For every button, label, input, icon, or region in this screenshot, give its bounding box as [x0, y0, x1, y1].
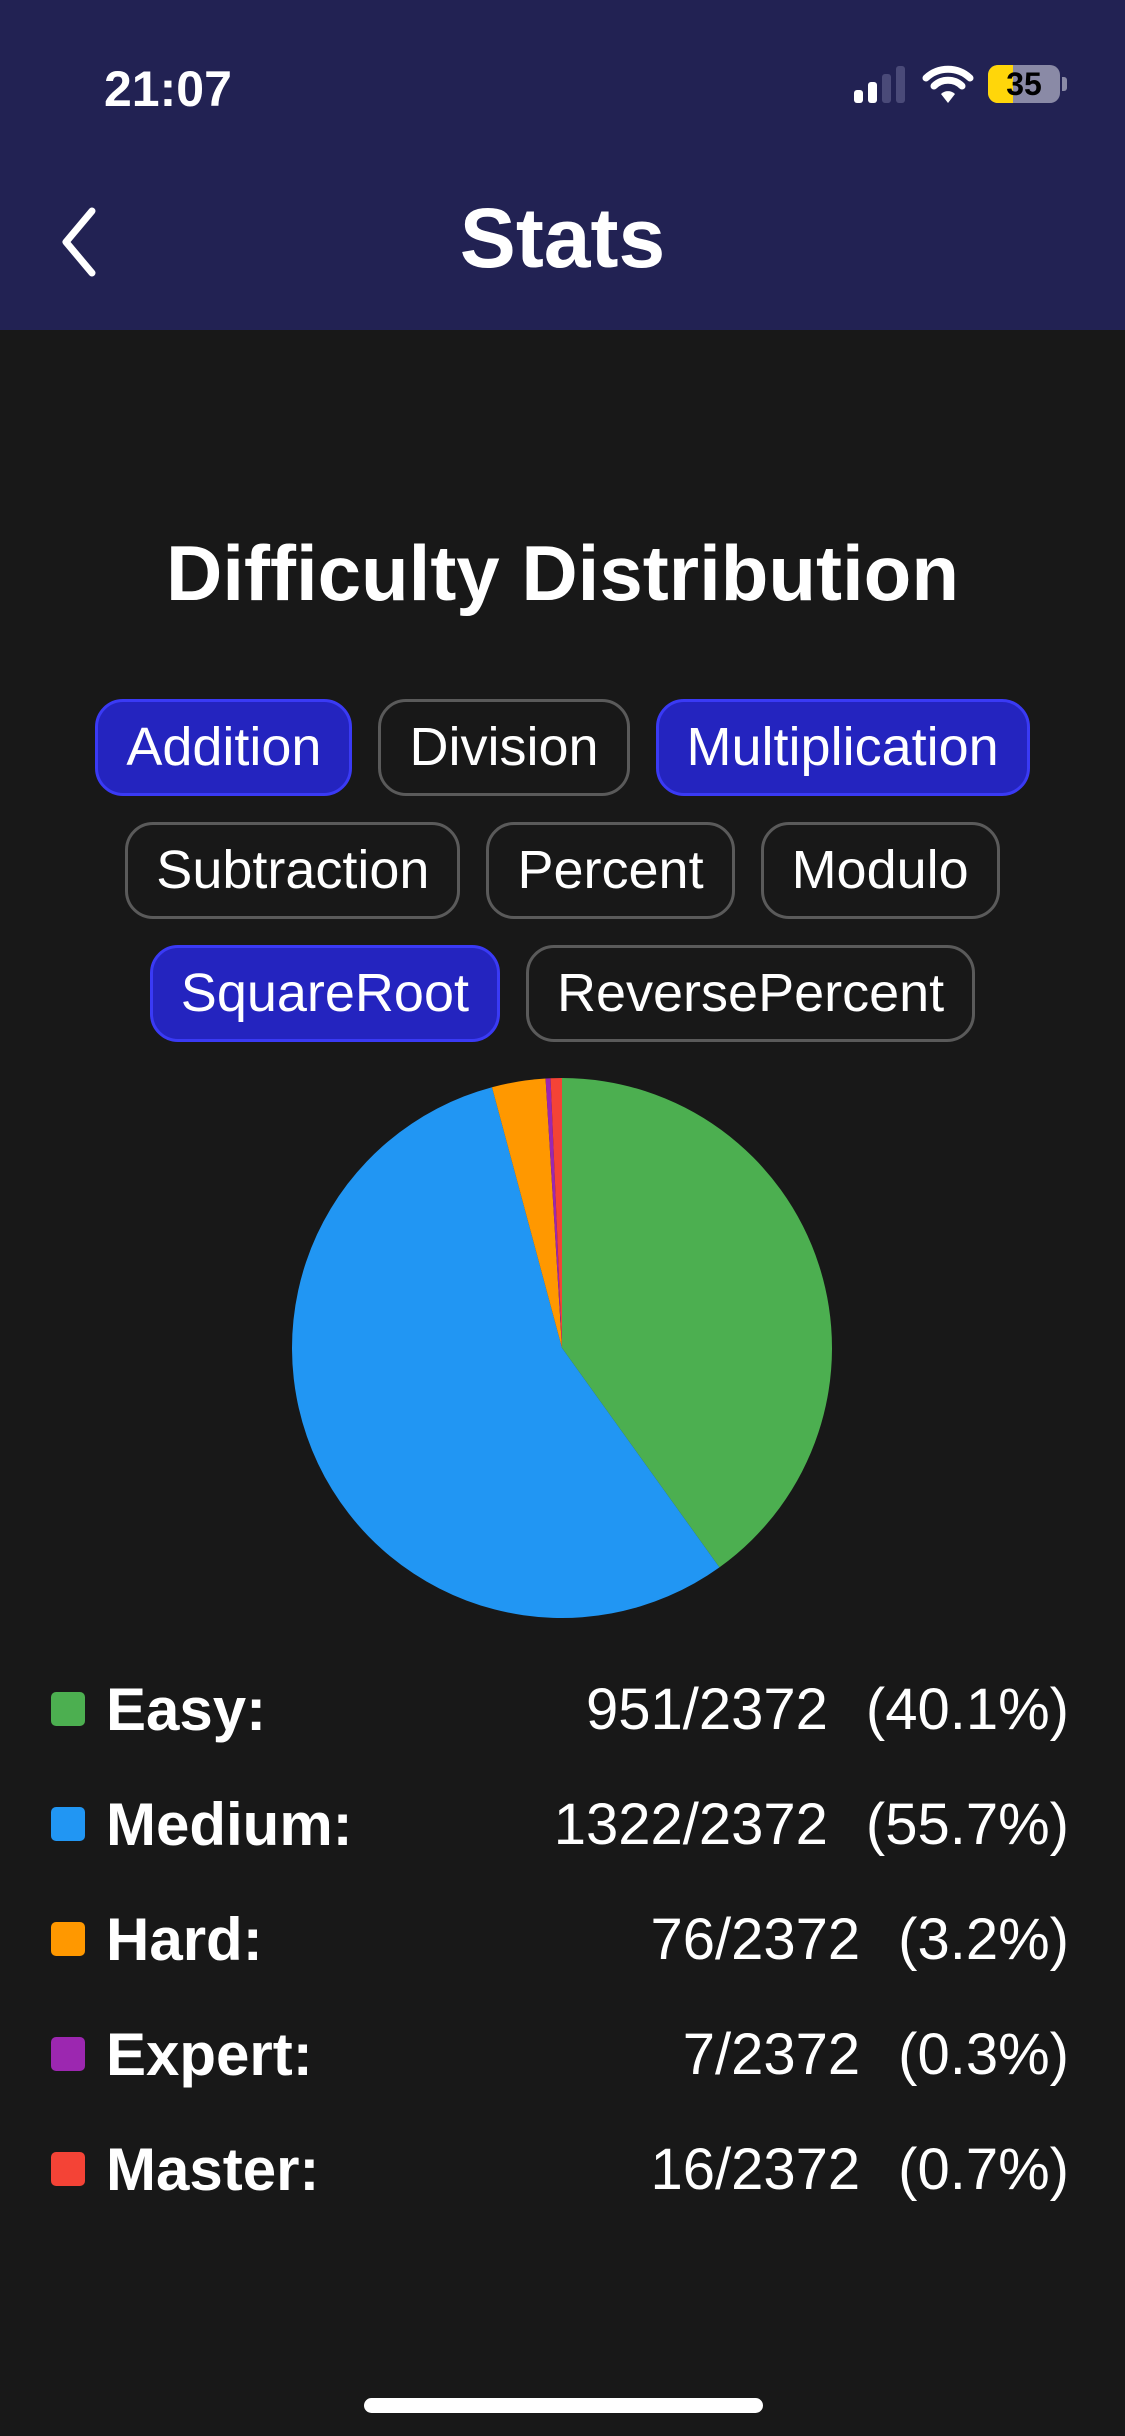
legend-percent: (3.2%): [898, 1906, 1069, 1972]
legend-swatch: [51, 1922, 85, 1956]
legend-label: Medium:: [106, 1790, 353, 1858]
section-title: Difficulty Distribution: [166, 529, 959, 617]
legend-row-expert: Expert: 7/2372 (0.3%): [51, 2019, 1069, 2089]
legend-count: 951/2372: [585, 1676, 828, 1742]
legend-percent: (0.3%): [898, 2021, 1069, 2087]
status-icons: 35: [852, 64, 1067, 104]
operation-filter-chips: Addition Division Multiplication Subtractio…: [40, 699, 1085, 1042]
legend-percent: (0.7%): [898, 2136, 1069, 2202]
legend-swatch: [51, 2037, 85, 2071]
pie-slice-hard: [492, 1078, 562, 1348]
legend-row-hard: Hard: 76/2372 (3.2%): [51, 1904, 1069, 1974]
legend-label: Hard:: [106, 1905, 263, 1973]
legend-swatch: [51, 2152, 85, 2186]
legend-count: 76/2372: [650, 1906, 861, 1972]
cellular-signal-icon: [854, 66, 905, 103]
pie-slice-master: [550, 1078, 562, 1348]
filter-chip-modulo[interactable]: Modulo: [760, 822, 1000, 919]
legend-label: Easy:: [106, 1675, 267, 1743]
filter-chip-reversepercent[interactable]: ReversePercent: [526, 945, 976, 1042]
legend-row-master: Master: 16/2372 (0.7%): [51, 2134, 1069, 2204]
wifi-icon: [922, 65, 974, 103]
nav-header: 21:07 35 Stats: [0, 0, 1125, 330]
filter-chip-division[interactable]: Division: [378, 699, 630, 796]
legend-row-easy: Easy: 951/2372 (40.1%): [51, 1674, 1069, 1744]
page-title: Stats: [459, 191, 666, 285]
pie-slice-medium: [291, 1087, 720, 1618]
filter-chip-addition[interactable]: Addition: [95, 699, 353, 796]
difficulty-pie-chart: [291, 1078, 832, 1618]
battery-icon: 35: [988, 65, 1060, 103]
status-time: 21:07: [104, 61, 232, 117]
pie-slice-easy: [562, 1078, 832, 1568]
chevron-left-icon[interactable]: [56, 205, 106, 279]
pie-slice-expert: [545, 1078, 562, 1348]
legend-swatch: [51, 1807, 85, 1841]
legend-swatch: [51, 1692, 85, 1726]
legend-row-medium: Medium: 1322/2372 (55.7%): [51, 1789, 1069, 1859]
home-indicator[interactable]: [364, 2398, 763, 2413]
filter-chip-subtraction[interactable]: Subtraction: [125, 822, 461, 919]
filter-chip-percent[interactable]: Percent: [486, 822, 735, 919]
legend-label: Master:: [106, 2135, 320, 2203]
legend-percent: (40.1%): [865, 1676, 1069, 1742]
filter-chip-squareroot[interactable]: SquareRoot: [149, 945, 500, 1042]
legend-count: 1322/2372: [553, 1791, 828, 1857]
battery-level: 35: [1006, 66, 1042, 102]
legend-count: 16/2372: [650, 2136, 861, 2202]
legend-count: 7/2372: [682, 2021, 861, 2087]
legend-label: Expert:: [106, 2020, 313, 2088]
filter-chip-multiplication[interactable]: Multiplication: [655, 699, 1030, 796]
legend-percent: (55.7%): [865, 1791, 1069, 1857]
